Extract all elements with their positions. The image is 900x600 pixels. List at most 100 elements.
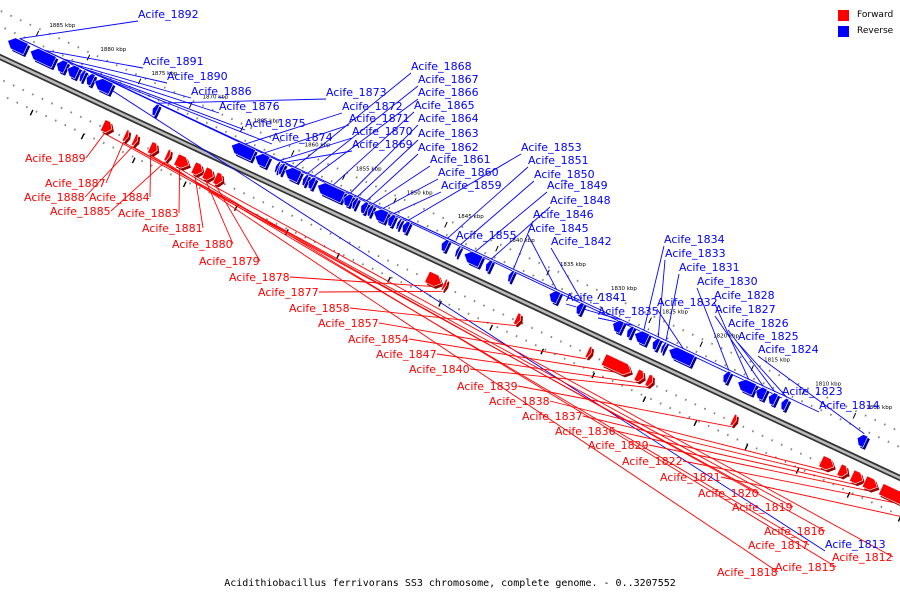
gene-arrow bbox=[485, 259, 494, 273]
gene-label: Acife_1850 bbox=[534, 168, 595, 181]
label-leader bbox=[63, 58, 826, 552]
tick-mark bbox=[35, 30, 40, 37]
gene-arrow bbox=[190, 161, 203, 176]
gene-arrow bbox=[351, 197, 360, 210]
minor-tick bbox=[642, 396, 647, 403]
gene-arrow bbox=[836, 463, 848, 478]
tick-mark bbox=[648, 317, 652, 324]
label-leader bbox=[105, 142, 124, 184]
gene-label: Acife_1848 bbox=[550, 194, 611, 207]
gene-shadow bbox=[154, 106, 162, 119]
gene-label: Acife_1889 bbox=[25, 152, 86, 165]
legend-forward-swatch bbox=[838, 9, 849, 21]
label-leader bbox=[408, 338, 615, 373]
minor-tick bbox=[744, 444, 749, 451]
gene-arrow bbox=[395, 217, 403, 230]
gene-arrow bbox=[163, 148, 172, 162]
gene-arrow bbox=[424, 270, 443, 287]
gene-label: Acife_1825 bbox=[738, 330, 799, 343]
gene-label: Acife_1816 bbox=[764, 525, 825, 538]
tick-label: 1840 kbp bbox=[509, 238, 535, 244]
gene-arrow bbox=[343, 193, 354, 208]
tick-label: 1830 kbp bbox=[611, 286, 637, 292]
gene-label: Acife_1875 bbox=[245, 117, 306, 130]
tick-mark bbox=[291, 150, 295, 157]
minor-tick bbox=[131, 157, 136, 164]
gene-label: Acife_1880 bbox=[172, 238, 233, 251]
gene-label: Acife_1859 bbox=[441, 179, 502, 192]
gene-label: Acife_1847 bbox=[376, 348, 437, 361]
gene-arrow bbox=[274, 160, 282, 174]
gene-shadow bbox=[133, 136, 141, 149]
gene-arrow bbox=[440, 278, 448, 291]
label-leader bbox=[549, 400, 825, 471]
gene-label: Acife_1877 bbox=[258, 286, 319, 299]
label-leader bbox=[313, 98, 419, 177]
label-leader bbox=[408, 153, 522, 221]
label-leader bbox=[279, 137, 353, 161]
label-leader bbox=[393, 191, 442, 214]
label-leader bbox=[245, 112, 343, 145]
gene-label: Acife_1822 bbox=[622, 455, 683, 468]
gene-label: Acife_1869 bbox=[352, 138, 413, 151]
label-leader bbox=[446, 166, 529, 239]
tick-label: 1870 kbp bbox=[203, 95, 229, 101]
label-leader bbox=[665, 273, 680, 341]
minor-tick bbox=[846, 491, 851, 498]
gene-arrow bbox=[121, 129, 130, 142]
tick-label: 1885 kbp bbox=[49, 23, 75, 29]
gene-label: Acife_1874 bbox=[272, 131, 333, 144]
gene-label: Acife_1871 bbox=[349, 112, 410, 125]
gene-label: Acife_1840 bbox=[409, 363, 470, 376]
gene-label: Acife_1814 bbox=[819, 399, 880, 412]
gene-label: Acife_1885 bbox=[50, 205, 111, 218]
gene-arrow bbox=[626, 325, 635, 339]
gene-label: Acife_1828 bbox=[714, 289, 775, 302]
minor-tick bbox=[591, 372, 596, 379]
label-leader bbox=[294, 72, 412, 168]
label-leader bbox=[164, 161, 779, 573]
gene-arrow bbox=[633, 368, 644, 383]
tick-mark bbox=[86, 54, 91, 61]
tick-mark bbox=[699, 341, 703, 348]
minor-tick bbox=[29, 109, 34, 116]
label-leader bbox=[527, 234, 558, 291]
tick-label: 1855 kbp bbox=[356, 166, 382, 172]
gene-label: Acife_1815 bbox=[775, 561, 836, 574]
gene-shadow bbox=[165, 151, 173, 164]
label-leader bbox=[550, 247, 583, 302]
gene-arrow bbox=[659, 341, 668, 354]
gene-shadow bbox=[81, 72, 89, 85]
label-leader bbox=[63, 58, 168, 84]
tick-label: 1850 kbp bbox=[407, 190, 433, 196]
label-leader bbox=[332, 111, 415, 186]
gene-label: Acife_1823 bbox=[782, 385, 843, 398]
label-leader bbox=[92, 72, 246, 131]
label-leader bbox=[289, 276, 432, 287]
label-leader bbox=[382, 178, 439, 209]
gene-label: Acife_1886 bbox=[191, 85, 252, 98]
gene-label: Acife_1868 bbox=[411, 60, 472, 73]
label-leader bbox=[366, 153, 419, 202]
label-leader bbox=[656, 308, 684, 350]
gene-shadow bbox=[280, 165, 288, 178]
chromosome-backbone bbox=[0, 53, 900, 482]
minor-tick bbox=[182, 181, 187, 188]
label-leader bbox=[696, 287, 730, 371]
gene-label: Acife_1831 bbox=[679, 261, 740, 274]
tick-label: 1875 kbp bbox=[151, 71, 177, 77]
gene-label: Acife_1887 bbox=[45, 177, 106, 190]
gene-arrow bbox=[173, 153, 190, 169]
tick-label: 1805 kbp bbox=[866, 405, 892, 411]
map-caption: Acidithiobacillus ferrivorans SS3 chromo… bbox=[224, 578, 676, 589]
label-leader bbox=[264, 124, 350, 154]
label-leader bbox=[307, 85, 419, 174]
gene-label: Acife_1862 bbox=[418, 141, 479, 154]
label-leader bbox=[757, 355, 865, 435]
gene-arrow bbox=[373, 208, 390, 224]
tick-label: 1815 kbp bbox=[764, 357, 790, 363]
label-leader bbox=[178, 168, 181, 214]
label-leader bbox=[84, 146, 133, 198]
label-leader bbox=[474, 191, 548, 253]
legend-forward: Forward bbox=[838, 7, 893, 23]
